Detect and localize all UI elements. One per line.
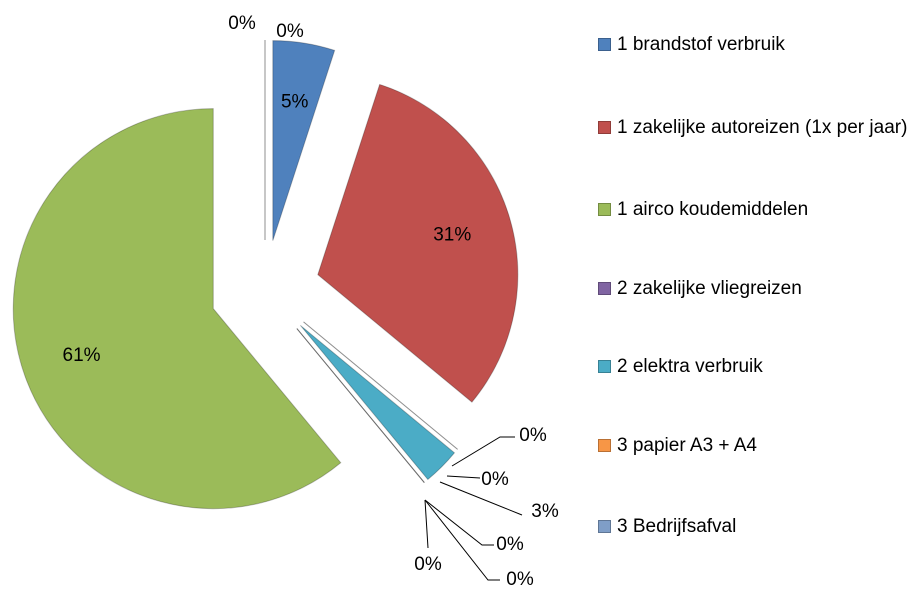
data-label: 0%: [506, 569, 534, 590]
pie-slice: [303, 321, 458, 450]
data-label: 0%: [228, 13, 256, 34]
legend-swatch: [598, 203, 611, 216]
leader-line: [439, 481, 523, 516]
legend-swatch: [598, 439, 611, 452]
pie-slice: [272, 40, 336, 241]
legend-swatch: [598, 360, 611, 373]
leader-line: [424, 499, 494, 546]
legend-label: 2 zakelijke vliegreizen: [617, 278, 802, 299]
data-label: 31%: [433, 225, 471, 246]
leader-line: [446, 475, 481, 479]
leader-line: [451, 436, 515, 467]
data-label: 0%: [481, 469, 509, 490]
legend-swatch: [598, 38, 611, 51]
pie-slice: [299, 324, 456, 481]
legend-entry: 1 airco koudemiddelen: [598, 197, 916, 222]
legend-entry: 1 brandstof verbruik: [598, 32, 916, 57]
pie-slice: [296, 328, 425, 483]
legend-label: 3 Bedrijfsafval: [617, 516, 737, 537]
legend-label: 1 airco koudemiddelen: [617, 199, 809, 220]
data-label: 5%: [281, 91, 309, 112]
legend-entry: 3 Bedrijfsafval: [598, 514, 916, 539]
legend-label: 3 papier A3 + A4: [617, 435, 757, 456]
legend-entry: 1 zakelijke autoreizen (1x per jaar): [598, 115, 916, 140]
legend-label: 2 elektra verbruik: [617, 356, 763, 377]
data-label: 3%: [531, 501, 559, 522]
legend-entry: 2 zakelijke vliegreizen: [598, 276, 916, 301]
legend-entry: 2 elektra verbruik: [598, 354, 916, 379]
legend-swatch: [598, 121, 611, 134]
legend-entry: 3 papier A3 + A4: [598, 433, 916, 458]
leader-line: [424, 499, 429, 549]
legend-label: 1 brandstof verbruik: [617, 34, 785, 55]
legend-swatch: [598, 282, 611, 295]
pie-slice: [296, 328, 425, 483]
data-label: 61%: [63, 345, 101, 366]
data-label: 0%: [414, 554, 442, 575]
data-label: 0%: [276, 21, 304, 42]
legend-label: 1 zakelijke autoreizen (1x per jaar): [617, 117, 908, 138]
data-label: 0%: [519, 425, 547, 446]
data-label: 0%: [496, 534, 524, 555]
pie-slice: [12, 108, 342, 510]
legend-swatch: [598, 520, 611, 533]
pie-slice: [317, 83, 519, 403]
pie-slice: [296, 328, 425, 483]
pie-slice: [303, 321, 458, 450]
leader-line: [424, 499, 500, 581]
